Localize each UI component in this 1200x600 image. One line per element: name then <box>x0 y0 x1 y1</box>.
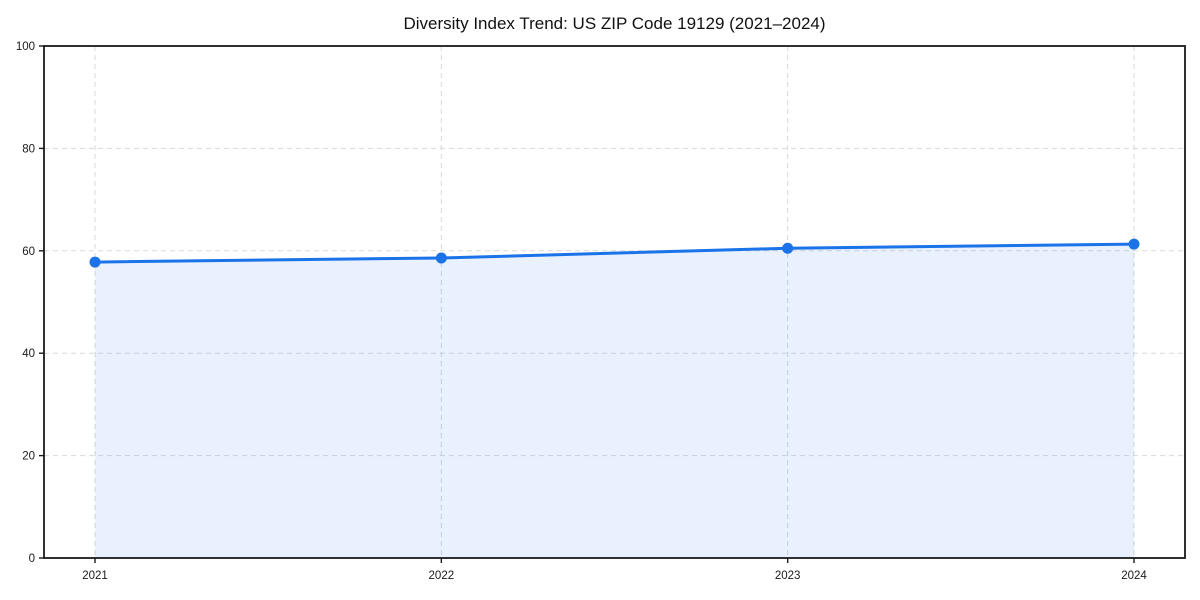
y-tick-labels: 0 20 40 60 80 100 <box>16 41 35 565</box>
data-point <box>435 252 447 264</box>
y-tick-label: 100 <box>16 41 35 53</box>
data-point <box>89 256 101 268</box>
axis-ticks <box>39 45 1135 563</box>
chart-title: Diversity Index Trend: US ZIP Code 19129… <box>403 14 825 33</box>
x-tick-label: 2021 <box>82 570 108 582</box>
plot-frame <box>43 45 1186 559</box>
x-tick-label: 2023 <box>775 570 801 582</box>
y-tick-label: 80 <box>22 143 35 155</box>
x-tick-label: 2022 <box>429 570 455 582</box>
x-tick-labels: 2021 2022 2023 2024 <box>82 570 1147 582</box>
trend-line <box>93 242 1136 264</box>
y-tick-label: 60 <box>22 246 35 258</box>
y-tick-label: 0 <box>29 553 35 565</box>
area-fill <box>95 244 1134 559</box>
data-point <box>782 242 794 254</box>
y-tick-label: 20 <box>22 451 35 463</box>
x-tick-label: 2024 <box>1121 570 1147 582</box>
data-point <box>1128 238 1140 250</box>
data-point-markers <box>89 238 1140 268</box>
y-tick-label: 40 <box>22 348 35 360</box>
